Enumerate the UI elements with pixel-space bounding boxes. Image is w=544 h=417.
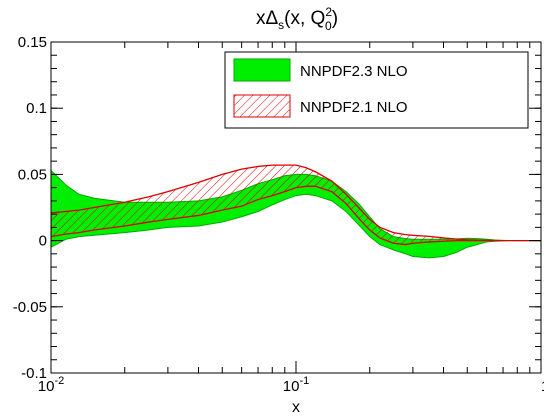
legend-label-2: NNPDF2.1 NLO <box>300 99 408 116</box>
y-tick-label: 0 <box>39 233 47 250</box>
y-tick-label: 0.05 <box>18 166 47 183</box>
y-tick-label: 0.15 <box>18 34 47 51</box>
legend-label-1: NNPDF2.3 NLO <box>300 63 408 80</box>
legend-swatch-2 <box>233 94 291 118</box>
legend-swatch-1 <box>233 58 291 82</box>
y-tick-label: -0.05 <box>13 299 47 316</box>
x-tick-label: 10-2 <box>38 375 64 395</box>
x-axis-label: x <box>292 399 300 416</box>
plot-area <box>51 164 541 259</box>
x-tick-label: 10-1 <box>283 375 309 395</box>
y-tick-label: 0.1 <box>26 100 47 117</box>
y-tick-label: -0.1 <box>21 365 47 382</box>
axes: -0.1 -0.05 0 0.05 0.1 0.15 10-2 10-1 1 <box>13 34 544 395</box>
x-tick-label: 1 <box>541 378 544 395</box>
legend: NNPDF2.3 NLO NNPDF2.1 NLO <box>224 51 529 129</box>
chart-title: xΔs(x, Q2 0) <box>256 5 338 33</box>
